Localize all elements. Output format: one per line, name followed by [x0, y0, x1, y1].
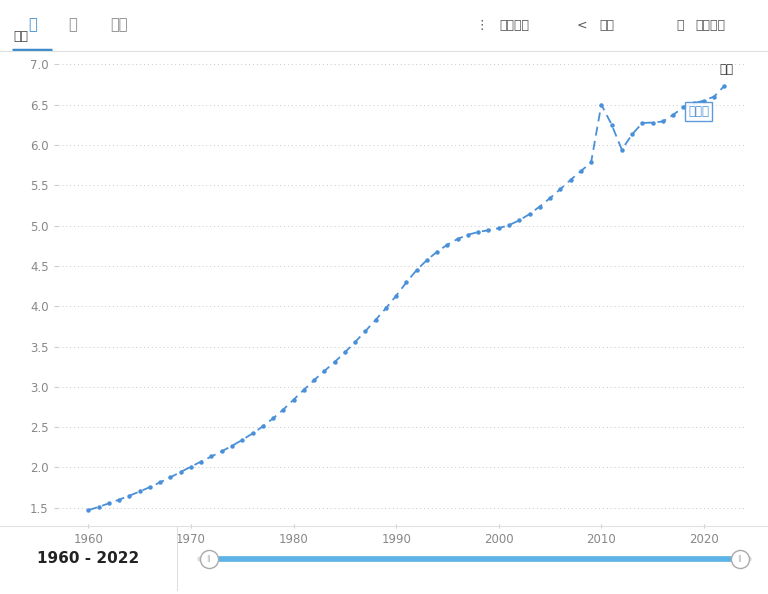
Text: 百万: 百万	[13, 30, 28, 43]
Text: 1960 - 2022: 1960 - 2022	[37, 551, 140, 567]
Text: 线: 线	[28, 18, 37, 33]
Text: 显示更多: 显示更多	[499, 18, 529, 31]
Text: ||: ||	[737, 555, 742, 563]
Text: 分享: 分享	[599, 18, 614, 31]
Text: ||: ||	[207, 555, 211, 563]
Text: 柱: 柱	[68, 18, 78, 33]
Text: ⓘ: ⓘ	[676, 18, 684, 31]
Text: 地图: 地图	[111, 18, 127, 33]
Text: 利比亚: 利比亚	[688, 105, 710, 118]
Text: 详细信息: 详细信息	[695, 18, 725, 31]
Text: 标签: 标签	[720, 63, 733, 76]
Text: ⋮: ⋮	[475, 18, 488, 31]
Text: ✓: ✓	[700, 69, 707, 78]
Text: <: <	[577, 18, 588, 31]
